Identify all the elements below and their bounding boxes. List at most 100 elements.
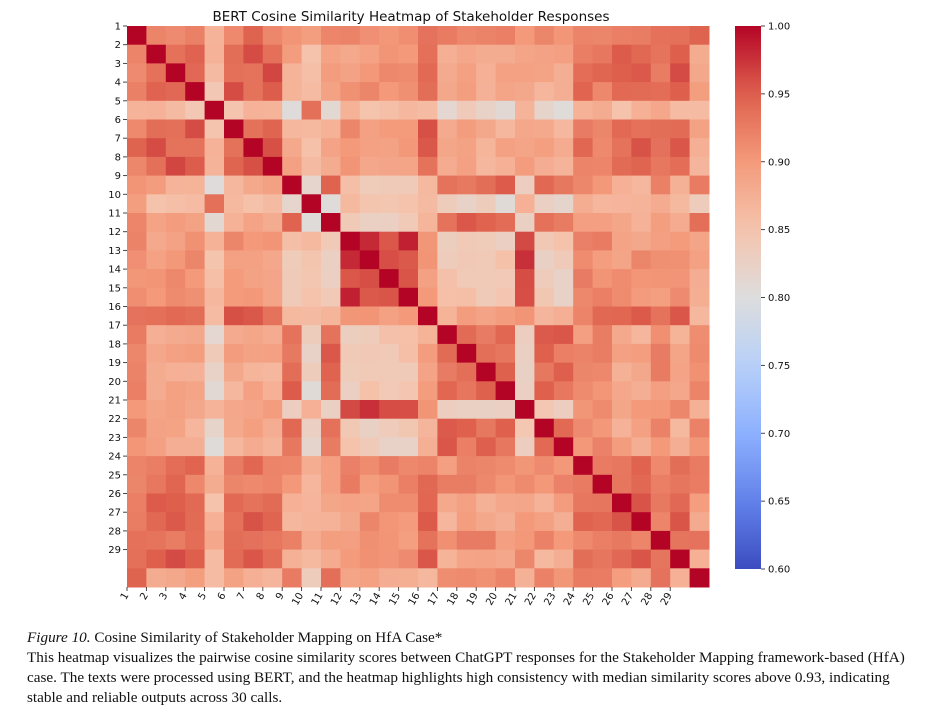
heatmap-cell: [340, 269, 361, 289]
heatmap-cell: [631, 194, 652, 214]
heatmap-cell: [321, 568, 341, 588]
heatmap-cell: [398, 456, 419, 476]
heatmap-cell: [553, 194, 574, 214]
heatmap-cell: [631, 437, 652, 457]
heatmap-cell: [553, 343, 574, 364]
heatmap-cell: [146, 418, 167, 438]
heatmap-cell: [204, 100, 225, 120]
heatmap-cell: [204, 63, 225, 83]
heatmap-cell: [204, 44, 225, 64]
heatmap-cell: [282, 82, 303, 102]
heatmap-cell: [301, 493, 322, 513]
heatmap-cell: [573, 138, 594, 158]
heatmap-cell: [631, 100, 652, 120]
heatmap-cell: [612, 512, 632, 532]
heatmap-cell: [379, 343, 400, 364]
heatmap-cell: [437, 343, 458, 364]
heatmap-cell: [243, 456, 264, 476]
heatmap-cell: [379, 568, 400, 588]
heatmap-cell: [321, 100, 341, 120]
heatmap-cell: [146, 250, 167, 270]
heatmap-cell: [127, 63, 147, 83]
x-tick-label: 10: [290, 591, 306, 608]
y-tick-label: 23: [108, 433, 121, 444]
heatmap-cell: [398, 343, 419, 364]
heatmap-cell: [495, 26, 516, 46]
heatmap-cell: [243, 100, 264, 120]
heatmap-cell: [689, 44, 710, 64]
heatmap-cell: [379, 156, 400, 177]
heatmap-cell: [534, 269, 555, 289]
heatmap-cell: [398, 250, 419, 270]
heatmap-cell: [224, 100, 244, 120]
heatmap-cell: [262, 437, 283, 457]
heatmap-cell: [185, 530, 206, 551]
heatmap-cell: [612, 194, 632, 214]
x-tick-label: 4: [177, 591, 190, 602]
heatmap-cell: [534, 437, 555, 457]
heatmap-cell: [437, 306, 458, 326]
heatmap-cell: [359, 568, 380, 588]
heatmap-cell: [224, 306, 244, 326]
heatmap-cell: [612, 82, 632, 102]
x-tick-label: 29: [659, 591, 675, 608]
heatmap-cell: [437, 119, 458, 139]
heatmap-cell: [262, 287, 283, 307]
heatmap-cell: [359, 194, 380, 214]
heatmap-cell: [437, 381, 458, 401]
heatmap-cell: [437, 568, 458, 588]
heatmap-cell: [418, 343, 438, 364]
x-tick-label: 16: [407, 591, 423, 608]
heatmap-cell: [650, 512, 671, 532]
heatmap-cell: [592, 343, 613, 364]
heatmap-cell: [573, 213, 594, 233]
heatmap-cell: [224, 474, 244, 494]
x-tick-label: 13: [349, 591, 365, 608]
heatmap-cell: [437, 418, 458, 438]
heatmap-cell: [204, 138, 225, 158]
heatmap-cell: [321, 306, 341, 326]
heatmap-cell: [689, 549, 710, 569]
heatmap-cell: [689, 287, 710, 307]
heatmap-cell: [456, 381, 477, 401]
heatmap-cell: [592, 325, 613, 345]
heatmap-cell: [495, 175, 516, 195]
heatmap-cell: [146, 82, 167, 102]
heatmap-cell: [553, 100, 574, 120]
heatmap-cell: [515, 26, 535, 46]
heatmap-cell: [185, 156, 206, 177]
heatmap-cell: [340, 194, 361, 214]
heatmap-cell: [185, 231, 206, 251]
heatmap-cell: [515, 100, 535, 120]
heatmap-cell: [495, 530, 516, 551]
heatmap-cell: [515, 493, 535, 513]
heatmap-cell: [592, 250, 613, 270]
heatmap-cell: [301, 362, 322, 382]
heatmap-cell: [612, 26, 632, 46]
heatmap-cell: [398, 213, 419, 233]
heatmap-cell: [650, 325, 671, 345]
heatmap-cell: [340, 175, 361, 195]
heatmap-cell: [689, 437, 710, 457]
heatmap-cell: [573, 530, 594, 551]
heatmap-cell: [301, 119, 322, 139]
heatmap-cell: [224, 82, 244, 102]
heatmap-cell: [592, 493, 613, 513]
heatmap-cell: [243, 250, 264, 270]
heatmap-cell: [282, 325, 303, 345]
heatmap-cell: [204, 437, 225, 457]
heatmap-cell: [476, 306, 497, 326]
heatmap-cell: [456, 418, 477, 438]
heatmap-cell: [340, 156, 361, 177]
heatmap-cell: [243, 381, 264, 401]
heatmap-cell: [573, 119, 594, 139]
heatmap-cell: [165, 175, 186, 195]
heatmap-cell: [515, 44, 535, 64]
heatmap-cell: [534, 44, 555, 64]
heatmap-cell: [650, 213, 671, 233]
heatmap-cell: [476, 213, 497, 233]
heatmap-cell: [650, 269, 671, 289]
heatmap-cell: [224, 63, 244, 83]
heatmap-cell: [340, 119, 361, 139]
heatmap-cell: [495, 512, 516, 532]
